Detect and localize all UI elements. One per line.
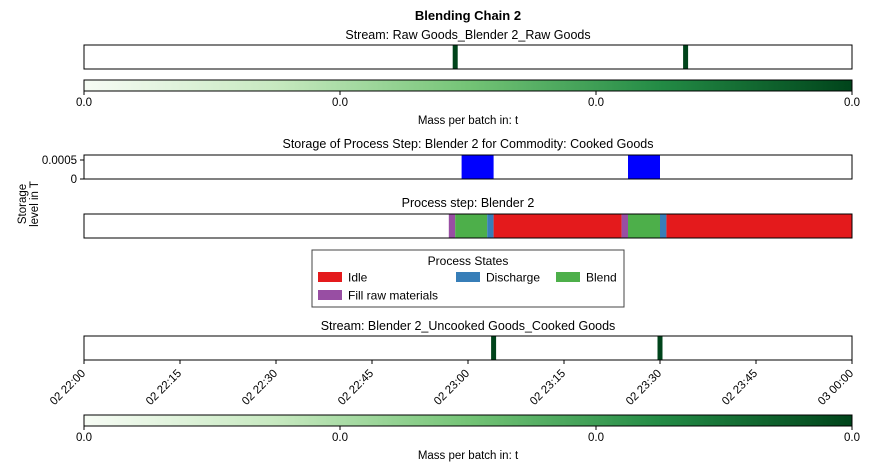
stream-event-mark (491, 336, 497, 360)
cooked-stream-panel: Stream: Blender 2_Uncooked Goods_Cooked … (48, 319, 856, 408)
process-segment (660, 214, 667, 238)
legend-swatch (318, 272, 342, 282)
cooked-colorbar: 0.0 0.0 0.0 0.0 Mass per batch in: t (76, 414, 860, 462)
cooked-colorbar-ticks: 0.0 0.0 0.0 0.0 (76, 426, 860, 444)
process-segment (493, 214, 622, 238)
legend-label: Discharge (486, 271, 540, 285)
time-axis: 02 22:00 02 22:15 02 22:30 02 22:45 02 23:00… (48, 360, 856, 408)
colorbar-tick-label: 0.0 (588, 97, 604, 109)
storage-bar (628, 155, 660, 179)
cooked-colorbar-gradient (83, 414, 853, 427)
cooked-colorbar-label: Mass per batch in: t (418, 450, 519, 462)
legend-items: Idle Discharge Blend Fill raw materials (318, 271, 617, 303)
legend-title: Process States (428, 254, 509, 268)
cooked-stream-frame (83, 335, 853, 361)
legend: Process States Idle Discharge Blend Fill ra… (311, 249, 625, 308)
raw-colorbar-gradient (83, 79, 853, 92)
colorbar-tick-label: 0.0 (332, 97, 348, 109)
raw-stream-panel: Stream: Raw Goods_Blender 2_Raw Goods (83, 28, 853, 70)
time-tick-label: 02 23:45 (720, 368, 760, 408)
storage-frame (83, 154, 853, 180)
storage-ylabel-line: Storage (17, 184, 29, 224)
time-tick-label: 02 22:00 (48, 368, 88, 408)
colorbar-tick-label: 0.0 (588, 432, 604, 444)
time-tick-label: 03 00:00 (816, 368, 856, 408)
stream-event-mark (452, 45, 458, 69)
storage-ylabel-line: level in T (29, 181, 41, 227)
stream-event-mark (683, 45, 689, 69)
colorbar-tick-label: 0.0 (332, 432, 348, 444)
time-tick-label: 02 23:30 (624, 368, 664, 408)
time-tick-label: 02 23:00 (432, 368, 472, 408)
legend-label: Blend (586, 271, 617, 285)
process-segment (621, 214, 628, 238)
figure-title: Blending Chain 2 (415, 8, 521, 23)
raw-stream-subtitle: Stream: Raw Goods_Blender 2_Raw Goods (345, 28, 590, 42)
cooked-stream-events (491, 336, 663, 360)
time-tick-label: 02 22:15 (144, 368, 184, 408)
legend-swatch (556, 272, 580, 282)
time-tick-label: 02 22:45 (336, 368, 376, 408)
colorbar-tick-label: 0.0 (76, 97, 92, 109)
legend-swatch (318, 290, 342, 300)
process-segment (666, 214, 852, 238)
storage-ytick-label-top: 0.0005 (42, 155, 77, 167)
process-segments (448, 214, 852, 238)
process-segment (448, 214, 456, 238)
colorbar-tick-label: 0.0 (844, 97, 860, 109)
process-panel: Process step: Blender 2 (83, 196, 853, 239)
process-segment (487, 214, 494, 238)
legend-label: Idle (348, 271, 368, 285)
storage-bar (461, 155, 494, 179)
time-tick-label: 02 22:30 (240, 368, 280, 408)
process-segment (628, 214, 660, 238)
storage-ytick-label-zero: 0 (71, 174, 77, 186)
legend-swatch (456, 272, 480, 282)
raw-colorbar: 0.0 0.0 0.0 0.0 Mass per batch in: t (76, 79, 860, 127)
raw-stream-frame (83, 44, 853, 70)
storage-subtitle: Storage of Process Step: Blender 2 for C… (282, 137, 653, 151)
storage-bars (461, 155, 660, 179)
storage-panel: Storage of Process Step: Blender 2 for C… (42, 137, 853, 186)
cooked-stream-subtitle: Stream: Blender 2_Uncooked Goods_Cooked … (321, 319, 616, 333)
process-segment (455, 214, 488, 238)
raw-colorbar-label: Mass per batch in: t (418, 115, 519, 127)
process-frame (83, 213, 853, 239)
raw-colorbar-ticks: 0.0 0.0 0.0 0.0 (76, 91, 860, 109)
stream-event-mark (657, 336, 663, 360)
time-tick-label: 02 23:15 (528, 368, 568, 408)
process-subtitle: Process step: Blender 2 (402, 196, 535, 210)
legend-label: Fill raw materials (348, 289, 438, 303)
storage-ylabel: Storagelevel in T (17, 181, 41, 227)
colorbar-tick-label: 0.0 (76, 432, 92, 444)
raw-stream-events (452, 45, 689, 69)
colorbar-tick-label: 0.0 (844, 432, 860, 444)
